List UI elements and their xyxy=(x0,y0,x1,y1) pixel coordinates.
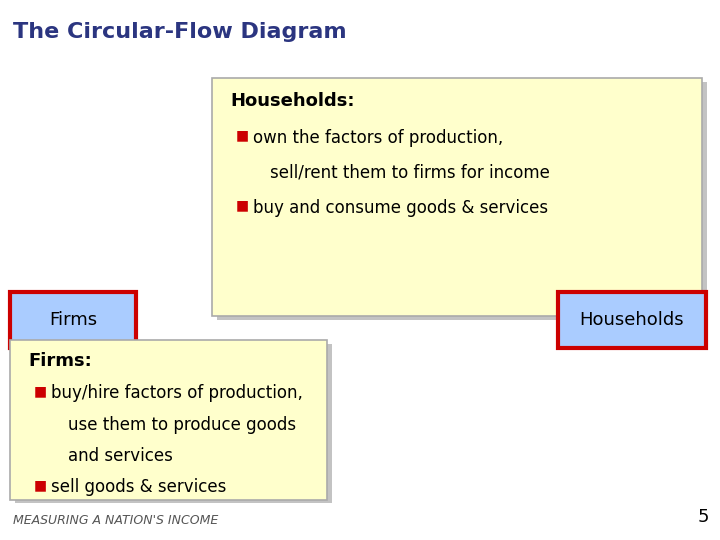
FancyBboxPatch shape xyxy=(10,340,327,500)
Text: Households:: Households: xyxy=(230,92,355,110)
Text: Firms: Firms xyxy=(49,311,97,329)
FancyBboxPatch shape xyxy=(217,82,707,320)
Text: ■: ■ xyxy=(236,129,249,143)
Text: MEASURING A NATION'S INCOME: MEASURING A NATION'S INCOME xyxy=(13,514,218,526)
Text: ■: ■ xyxy=(34,384,47,399)
Text: ■: ■ xyxy=(34,478,47,492)
Text: Households: Households xyxy=(580,311,684,329)
FancyBboxPatch shape xyxy=(10,292,136,348)
FancyBboxPatch shape xyxy=(212,78,702,316)
Text: use them to produce goods: use them to produce goods xyxy=(68,416,296,434)
Text: buy/hire factors of production,: buy/hire factors of production, xyxy=(51,384,303,402)
Text: and services: and services xyxy=(68,447,173,465)
FancyBboxPatch shape xyxy=(15,344,332,503)
Text: The Circular-Flow Diagram: The Circular-Flow Diagram xyxy=(13,22,346,42)
Text: ■: ■ xyxy=(236,199,249,213)
Text: own the factors of production,: own the factors of production, xyxy=(253,129,504,146)
FancyBboxPatch shape xyxy=(558,292,706,348)
Text: Firms:: Firms: xyxy=(28,352,92,370)
Text: sell goods & services: sell goods & services xyxy=(51,478,227,496)
Text: sell/rent them to firms for income: sell/rent them to firms for income xyxy=(270,164,550,181)
Text: 5: 5 xyxy=(698,509,709,526)
Text: buy and consume goods & services: buy and consume goods & services xyxy=(253,199,549,217)
